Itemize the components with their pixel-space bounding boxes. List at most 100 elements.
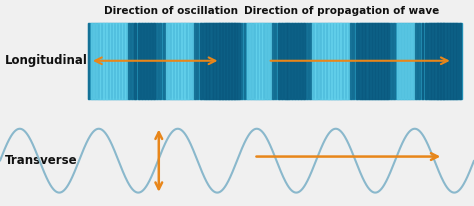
Bar xyxy=(421,23,423,99)
Bar xyxy=(297,23,300,99)
Bar xyxy=(375,23,378,99)
Bar xyxy=(291,23,293,99)
Bar xyxy=(210,23,213,99)
Bar xyxy=(265,23,268,99)
Bar xyxy=(150,23,152,99)
Bar xyxy=(444,23,447,99)
Bar xyxy=(188,23,191,99)
Bar xyxy=(362,23,365,99)
Bar xyxy=(237,23,240,99)
Bar xyxy=(331,23,335,99)
Bar xyxy=(141,23,143,99)
Bar xyxy=(340,23,344,99)
Bar xyxy=(216,23,220,99)
FancyArrowPatch shape xyxy=(155,132,162,189)
Bar xyxy=(178,23,182,99)
Bar xyxy=(144,23,146,99)
Bar xyxy=(219,23,223,99)
Bar xyxy=(450,23,453,99)
Text: Direction of oscillation: Direction of oscillation xyxy=(104,6,237,16)
Bar xyxy=(91,23,93,99)
Bar xyxy=(94,23,97,99)
Bar xyxy=(378,23,381,99)
FancyArrowPatch shape xyxy=(271,57,447,64)
Bar xyxy=(287,23,290,99)
Bar xyxy=(412,23,414,99)
Bar xyxy=(197,23,198,99)
Bar xyxy=(284,23,287,99)
Bar xyxy=(369,23,372,99)
Text: Transverse: Transverse xyxy=(5,154,77,167)
Bar xyxy=(153,23,155,99)
Bar xyxy=(275,23,276,99)
Bar xyxy=(415,23,417,99)
Bar xyxy=(116,23,119,99)
Bar xyxy=(125,23,128,99)
Bar xyxy=(356,23,358,99)
Bar xyxy=(222,23,226,99)
Bar xyxy=(128,23,130,99)
Bar xyxy=(231,23,235,99)
Bar xyxy=(97,23,100,99)
Bar xyxy=(263,23,265,99)
FancyArrowPatch shape xyxy=(256,153,438,160)
Bar xyxy=(241,23,242,99)
Bar xyxy=(119,23,122,99)
Bar xyxy=(247,23,249,99)
Bar xyxy=(163,23,164,99)
Bar xyxy=(113,23,117,99)
Bar xyxy=(225,23,229,99)
Bar xyxy=(319,23,322,99)
Bar xyxy=(106,23,110,99)
Bar xyxy=(159,23,161,99)
Bar xyxy=(200,23,202,99)
Bar xyxy=(244,23,245,99)
Bar xyxy=(88,23,462,99)
Bar xyxy=(303,23,305,99)
Bar xyxy=(316,23,319,99)
Bar xyxy=(137,23,140,99)
Text: Direction of propagation of wave: Direction of propagation of wave xyxy=(244,6,439,16)
Bar xyxy=(300,23,302,99)
FancyArrowPatch shape xyxy=(95,57,215,64)
Bar xyxy=(387,23,389,99)
Bar xyxy=(88,23,89,99)
Bar xyxy=(191,23,193,99)
Bar xyxy=(122,23,125,99)
Bar xyxy=(403,23,405,99)
Bar xyxy=(400,23,402,99)
Bar xyxy=(447,23,450,99)
Bar xyxy=(391,23,392,99)
Bar xyxy=(306,23,308,99)
Bar xyxy=(172,23,175,99)
Bar xyxy=(337,23,341,99)
Bar xyxy=(440,23,444,99)
Bar xyxy=(381,23,384,99)
Bar xyxy=(459,23,461,99)
Bar xyxy=(184,23,188,99)
Bar xyxy=(100,23,104,99)
Bar xyxy=(294,23,296,99)
Bar xyxy=(372,23,375,99)
Bar xyxy=(259,23,262,99)
Bar xyxy=(250,23,252,99)
Bar xyxy=(384,23,386,99)
Bar xyxy=(334,23,338,99)
Bar xyxy=(147,23,149,99)
Bar xyxy=(228,23,232,99)
Bar xyxy=(344,23,346,99)
Bar xyxy=(234,23,237,99)
Bar xyxy=(212,23,217,99)
Bar xyxy=(353,23,355,99)
Bar xyxy=(456,23,458,99)
Bar xyxy=(425,23,427,99)
Bar xyxy=(206,23,210,99)
Bar xyxy=(325,23,329,99)
Bar xyxy=(281,23,283,99)
Bar xyxy=(431,23,434,99)
Bar xyxy=(453,23,456,99)
Bar xyxy=(131,23,133,99)
Bar xyxy=(269,23,271,99)
Bar xyxy=(194,23,196,99)
Bar xyxy=(253,23,255,99)
